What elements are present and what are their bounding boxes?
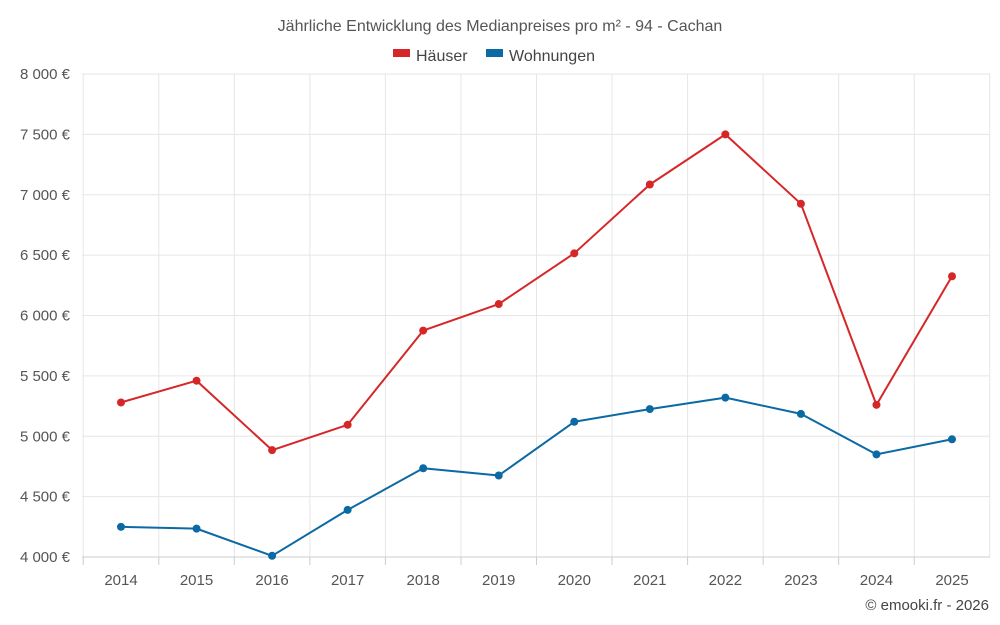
- legend-swatch-haeuser: [393, 49, 410, 57]
- data-point-haeuser[interactable]: [268, 446, 277, 455]
- data-point-wohnungen[interactable]: [268, 551, 277, 560]
- x-tick-label: 2015: [180, 572, 213, 589]
- y-tick-label: 6 500 €: [20, 247, 71, 264]
- y-tick-label: 5 000 €: [20, 428, 71, 445]
- x-tick-label: 2018: [406, 572, 439, 589]
- data-point-wohnungen[interactable]: [645, 405, 654, 414]
- data-point-wohnungen[interactable]: [721, 393, 730, 402]
- data-point-haeuser[interactable]: [419, 326, 428, 335]
- data-point-haeuser[interactable]: [343, 420, 352, 429]
- data-point-wohnungen[interactable]: [796, 409, 805, 418]
- data-point-wohnungen[interactable]: [948, 435, 956, 444]
- data-point-haeuser[interactable]: [645, 180, 654, 189]
- data-point-haeuser[interactable]: [796, 199, 805, 208]
- data-point-wohnungen[interactable]: [419, 464, 428, 473]
- series-line-haeuser: [120, 133, 953, 452]
- legend: Häuser Wohnungen: [393, 48, 595, 65]
- x-tick-label: 2023: [784, 572, 817, 589]
- y-axis: 4 000 € 4 500 € 5 000 € 5 500 € 6 000 € 6 500…: [20, 66, 71, 566]
- data-point-haeuser[interactable]: [948, 272, 956, 281]
- y-tick-label: 7 500 €: [20, 126, 71, 143]
- x-axis: 2014 2015 2016 2017 2018 2019 2020 2021 2022 2023…: [82, 556, 990, 589]
- data-point-wohnungen[interactable]: [570, 417, 579, 426]
- chart-title: Jährliche Entwicklung des Medianpreises …: [278, 18, 723, 35]
- data-point-haeuser[interactable]: [570, 249, 579, 258]
- y-tick-label: 6 000 €: [20, 308, 71, 325]
- series-line-wohnungen: [120, 396, 953, 557]
- grid: [82, 73, 991, 558]
- x-tick-label: 2025: [935, 572, 968, 589]
- x-tick-label: 2014: [104, 572, 137, 589]
- y-tick-label: 4 500 €: [20, 489, 71, 506]
- legend-swatch-wohnungen: [486, 49, 503, 57]
- x-tick-label: 2024: [860, 572, 893, 589]
- legend-label-haeuser[interactable]: Häuser: [416, 48, 468, 65]
- y-tick-label: 4 000 €: [20, 549, 71, 566]
- x-tick-label: 2017: [331, 572, 364, 589]
- y-tick-label: 5 500 €: [20, 368, 71, 385]
- y-tick-label: 7 000 €: [20, 187, 71, 204]
- credit-text: © emooki.fr - 2026: [865, 597, 989, 614]
- data-point-haeuser[interactable]: [872, 400, 881, 409]
- data-point-haeuser[interactable]: [721, 130, 730, 139]
- data-point-wohnungen[interactable]: [192, 524, 201, 533]
- x-tick-label: 2022: [709, 572, 742, 589]
- legend-label-wohnungen[interactable]: Wohnungen: [509, 48, 595, 65]
- data-point-wohnungen[interactable]: [872, 450, 881, 459]
- data-point-wohnungen[interactable]: [494, 471, 503, 480]
- data-point-wohnungen[interactable]: [343, 505, 352, 514]
- data-point-haeuser[interactable]: [494, 300, 503, 309]
- x-tick-label: 2019: [482, 572, 515, 589]
- x-tick-label: 2020: [558, 572, 591, 589]
- x-tick-label: 2021: [633, 572, 666, 589]
- series-group: [117, 130, 956, 560]
- data-point-haeuser[interactable]: [117, 398, 125, 407]
- y-tick-label: 8 000 €: [20, 66, 71, 83]
- data-point-wohnungen[interactable]: [117, 522, 125, 531]
- x-tick-label: 2016: [255, 572, 288, 589]
- data-point-haeuser[interactable]: [192, 376, 201, 385]
